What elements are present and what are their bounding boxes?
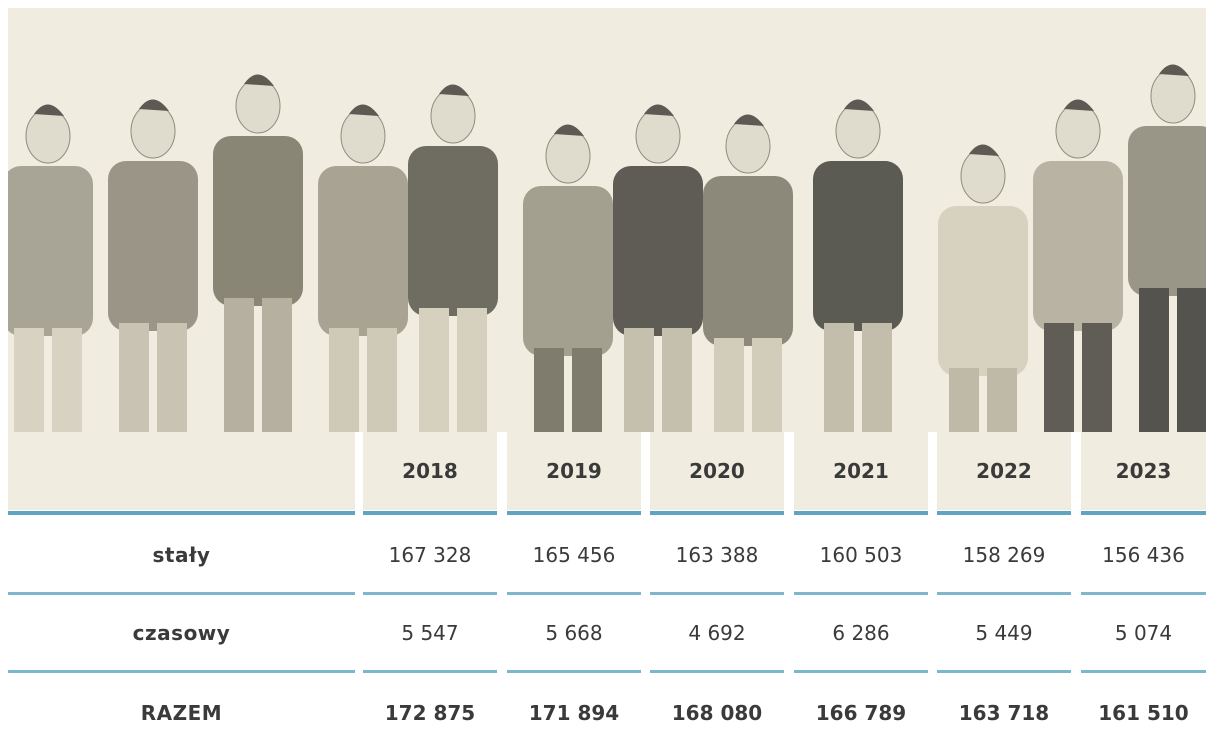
figure-part — [108, 161, 198, 331]
header-rule — [937, 511, 1071, 515]
figure-part — [1082, 323, 1112, 432]
figure-part — [613, 166, 703, 336]
figure-part — [1056, 104, 1100, 158]
value-cell: 4 692 — [650, 598, 784, 668]
figure-part — [419, 308, 449, 432]
figure-part — [534, 348, 564, 432]
value-cell: 163 718 — [937, 678, 1071, 748]
value-cell: 5 547 — [363, 598, 497, 668]
figure-part — [408, 146, 498, 316]
illustration — [8, 8, 1206, 432]
value-cell: 160 503 — [794, 520, 928, 590]
row-rule — [363, 592, 497, 595]
row-rule — [507, 670, 641, 673]
figure-part — [752, 338, 782, 432]
figure-part — [714, 338, 744, 432]
header-rule — [507, 511, 641, 515]
row-rule — [363, 670, 497, 673]
value-cell: 163 388 — [650, 520, 784, 590]
header-rule — [1081, 511, 1206, 515]
row-rule — [937, 592, 1071, 595]
figure-part — [52, 328, 82, 432]
figure-part — [726, 119, 770, 173]
figure-part — [119, 323, 149, 432]
value-cell: 168 080 — [650, 678, 784, 748]
value-cell: 165 456 — [507, 520, 641, 590]
value-cell: 156 436 — [1081, 520, 1206, 590]
row-rule — [1081, 670, 1206, 673]
figure-part — [624, 328, 654, 432]
figure-part — [26, 109, 70, 163]
value-cell: 167 328 — [363, 520, 497, 590]
figure-part — [1128, 126, 1206, 296]
figure-part — [262, 298, 292, 432]
figure-part — [836, 104, 880, 158]
header-rule — [363, 511, 497, 515]
figure-part — [8, 166, 93, 336]
header-rule — [8, 511, 355, 515]
row-label: RAZEM — [8, 678, 355, 748]
row-label: czasowy — [8, 598, 355, 668]
figure-part — [236, 79, 280, 133]
figure-part — [662, 328, 692, 432]
figure-part — [157, 323, 187, 432]
figure-part — [546, 129, 590, 183]
header-rule — [794, 511, 928, 515]
figure-part — [14, 328, 44, 432]
figure-part — [703, 176, 793, 346]
value-cell: 171 894 — [507, 678, 641, 748]
figure-part — [523, 186, 613, 356]
value-cell: 172 875 — [363, 678, 497, 748]
year-header: 2021 — [794, 432, 928, 510]
figure-part — [824, 323, 854, 432]
value-cell: 5 074 — [1081, 598, 1206, 668]
page: {"header": {"years": ["2018", "2019", "2… — [0, 0, 1206, 742]
figure-part — [457, 308, 487, 432]
figure-part — [813, 161, 903, 331]
row-rule — [650, 670, 784, 673]
row-rule — [650, 592, 784, 595]
row-rule — [937, 670, 1071, 673]
figure-part — [1139, 288, 1169, 432]
figure-part — [1044, 323, 1074, 432]
year-header: 2023 — [1081, 432, 1206, 510]
row-rule — [8, 670, 355, 673]
figure-part — [636, 109, 680, 163]
value-cell: 5 668 — [507, 598, 641, 668]
year-header: 2019 — [507, 432, 641, 510]
figure-part — [949, 368, 979, 432]
value-cell: 5 449 — [937, 598, 1071, 668]
figure-part — [572, 348, 602, 432]
row-rule — [794, 592, 928, 595]
figure-part — [224, 298, 254, 432]
figure-part — [1033, 161, 1123, 331]
figure-part — [987, 368, 1017, 432]
value-cell: 6 286 — [794, 598, 928, 668]
year-header: 2018 — [363, 432, 497, 510]
value-cell: 158 269 — [937, 520, 1071, 590]
figure-part — [213, 136, 303, 306]
figure-part — [862, 323, 892, 432]
figure-part — [1177, 288, 1206, 432]
row-rule — [8, 592, 355, 595]
year-header: 2020 — [650, 432, 784, 510]
figure-part — [341, 109, 385, 163]
figure-part — [367, 328, 397, 432]
header-rule — [650, 511, 784, 515]
year-header: 2022 — [937, 432, 1071, 510]
row-rule — [1081, 592, 1206, 595]
value-cell: 166 789 — [794, 678, 928, 748]
figure-part — [318, 166, 408, 336]
figure-part — [131, 104, 175, 158]
header-empty-cell — [8, 432, 355, 510]
value-cell: 161 510 — [1081, 678, 1206, 748]
figure-part — [1151, 69, 1195, 123]
figure-part — [961, 149, 1005, 203]
row-rule — [507, 592, 641, 595]
row-rule — [794, 670, 928, 673]
figure-part — [938, 206, 1028, 376]
figure-part — [431, 89, 475, 143]
row-label: stały — [8, 520, 355, 590]
figure-part — [329, 328, 359, 432]
